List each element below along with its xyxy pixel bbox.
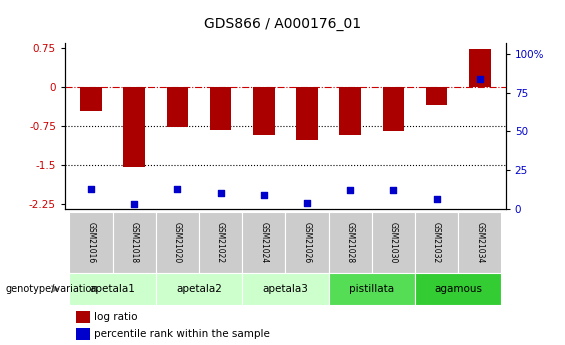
Bar (199, 212, 242, 273)
Text: apetala1: apetala1 (90, 284, 136, 294)
Text: GSM21032: GSM21032 (432, 222, 441, 263)
Bar (242, 273, 328, 305)
Text: GSM21024: GSM21024 (259, 222, 268, 263)
Bar (285, 212, 328, 273)
Bar (156, 212, 199, 273)
Bar (123, 87, 145, 167)
Text: GSM21030: GSM21030 (389, 222, 398, 263)
Text: log ratio: log ratio (94, 312, 138, 322)
Text: genotype/variation: genotype/variation (6, 284, 98, 294)
Text: GSM21026: GSM21026 (302, 222, 311, 263)
Bar (167, 87, 188, 128)
Text: GSM21020: GSM21020 (173, 222, 182, 263)
Bar (328, 273, 415, 305)
Text: apetala2: apetala2 (176, 284, 222, 294)
Bar (69, 273, 156, 305)
Point (129, 201, 138, 207)
Point (346, 187, 355, 193)
Point (302, 200, 311, 205)
Point (216, 190, 225, 196)
Bar (296, 87, 318, 140)
Point (432, 197, 441, 202)
Bar (242, 212, 285, 273)
Bar (469, 49, 490, 87)
Text: GSM21018: GSM21018 (129, 222, 138, 263)
Text: agamous: agamous (434, 284, 482, 294)
Text: GSM21028: GSM21028 (346, 222, 355, 263)
Bar (80, 87, 102, 111)
Bar (383, 87, 404, 131)
Bar (415, 212, 458, 273)
Bar (76, 328, 90, 340)
Text: pistillata: pistillata (349, 284, 394, 294)
Bar (328, 212, 372, 273)
Point (389, 187, 398, 193)
Text: GSM21034: GSM21034 (475, 222, 484, 263)
Bar (76, 310, 90, 323)
Bar (156, 273, 242, 305)
Bar (253, 87, 275, 135)
Bar (112, 212, 156, 273)
Bar (69, 212, 112, 273)
Text: percentile rank within the sample: percentile rank within the sample (94, 329, 270, 339)
Point (259, 192, 268, 198)
Bar (372, 212, 415, 273)
Text: GSM21022: GSM21022 (216, 222, 225, 263)
Text: GDS866 / A000176_01: GDS866 / A000176_01 (204, 17, 361, 31)
Point (173, 186, 182, 191)
Point (86, 186, 95, 191)
Bar (210, 87, 231, 130)
Text: GSM21016: GSM21016 (86, 222, 95, 263)
Bar (415, 273, 501, 305)
Text: apetala3: apetala3 (262, 284, 308, 294)
Bar (426, 87, 447, 105)
Bar (340, 87, 361, 135)
Point (475, 76, 484, 81)
Bar (458, 212, 501, 273)
